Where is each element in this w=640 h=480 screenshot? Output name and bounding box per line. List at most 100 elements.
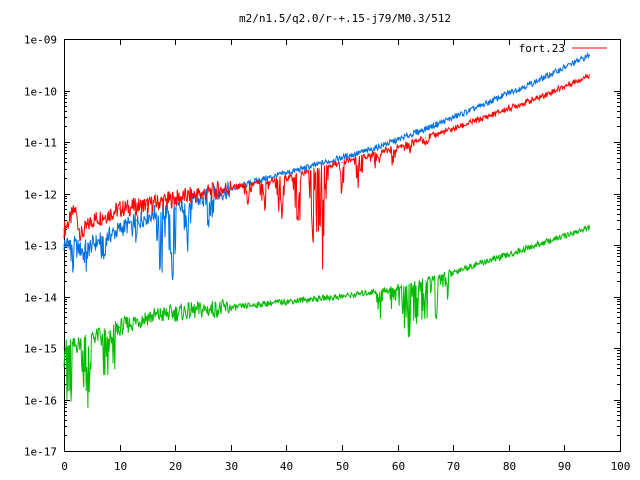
series-point xyxy=(369,154,371,156)
series-point xyxy=(63,347,65,349)
series-point xyxy=(80,249,82,251)
y-tick-label: 1e-17 xyxy=(24,446,57,459)
series-point xyxy=(285,172,287,174)
series-point xyxy=(146,204,148,206)
series-point xyxy=(452,116,454,118)
series-point xyxy=(563,235,566,237)
series-point xyxy=(341,156,343,159)
series-point xyxy=(369,291,371,293)
series-point xyxy=(119,326,121,329)
series-point xyxy=(80,235,82,237)
series-point xyxy=(174,312,176,314)
y-tick-label: 1e-13 xyxy=(24,240,57,253)
series-line xyxy=(63,51,590,281)
series-point xyxy=(258,182,260,184)
legend: fort.23 xyxy=(519,42,607,55)
series-point xyxy=(341,295,343,298)
y-tick-label: 1e-09 xyxy=(24,34,57,47)
series-point xyxy=(397,286,399,288)
series-point xyxy=(119,208,121,210)
series-point xyxy=(480,118,482,120)
series-point xyxy=(63,228,65,231)
series-point xyxy=(508,107,510,109)
series-point xyxy=(563,66,566,69)
series-point xyxy=(397,139,399,141)
series-point xyxy=(152,213,154,215)
plot-frame xyxy=(64,39,621,452)
series-point xyxy=(258,303,260,306)
series-point xyxy=(69,240,71,242)
series-point xyxy=(588,74,591,76)
x-tick-label: 90 xyxy=(558,460,571,473)
series-point xyxy=(424,137,426,139)
x-tick-label: 0 xyxy=(61,460,68,473)
y-tick-label: 1e-14 xyxy=(24,292,57,305)
series-point xyxy=(174,197,176,200)
series-point xyxy=(202,309,204,311)
y-tick-label: 1e-11 xyxy=(24,137,57,150)
series-point xyxy=(107,331,110,334)
series-line xyxy=(63,225,590,408)
y-tick-label: 1e-10 xyxy=(24,86,57,99)
series-point xyxy=(424,280,426,282)
series-point xyxy=(135,219,137,221)
series-point xyxy=(91,336,93,339)
x-tick-label: 50 xyxy=(336,460,349,473)
y-tick-label: 1e-16 xyxy=(24,395,57,408)
y-axis: 1e-17 1e-16 1e-15 1e-14 1e-13 1e-12 1e-11 1e-10… xyxy=(24,34,620,459)
series-point xyxy=(313,169,315,172)
series-point xyxy=(536,80,538,82)
x-tick-label: 10 xyxy=(114,460,127,473)
x-tick-label: 70 xyxy=(447,460,460,473)
series-line xyxy=(63,73,590,270)
series-point xyxy=(74,208,76,210)
series-point xyxy=(313,164,315,167)
series-point xyxy=(202,197,204,200)
series-point xyxy=(285,300,287,303)
series-point xyxy=(74,345,76,347)
series-point xyxy=(107,213,110,215)
series-point xyxy=(119,228,121,231)
series-point xyxy=(563,85,566,87)
series-point xyxy=(536,97,538,100)
series-2 xyxy=(63,225,591,408)
series-point xyxy=(452,128,454,130)
series-point xyxy=(230,188,232,190)
series-point xyxy=(480,105,482,107)
series-point xyxy=(452,271,454,273)
series-point xyxy=(397,146,399,148)
x-axis: 0 10 20 30 40 50 60 70 80 90 100 xyxy=(61,39,630,473)
series-point xyxy=(508,254,510,256)
y-tick-label: 1e-15 xyxy=(24,343,57,356)
series-point xyxy=(508,92,510,94)
series-point xyxy=(146,316,148,318)
series-point xyxy=(107,235,110,237)
series-point xyxy=(63,244,65,246)
series-point xyxy=(369,149,371,151)
series-layer xyxy=(63,51,591,408)
series-point xyxy=(480,262,482,264)
y-tick-label: 1e-12 xyxy=(24,189,57,202)
series-point xyxy=(69,219,71,221)
chart-title: m2/n1.5/q2.0/r-+.15-j79/M0.3/512 xyxy=(239,12,451,25)
series-point xyxy=(230,307,232,309)
x-tick-label: 30 xyxy=(225,460,238,473)
x-tick-label: 20 xyxy=(169,460,182,473)
series-point xyxy=(91,219,93,221)
series-point xyxy=(91,244,93,246)
series-point xyxy=(174,208,176,210)
series-point xyxy=(313,298,315,300)
series-point xyxy=(424,128,426,130)
series-point xyxy=(230,187,232,189)
legend-label: fort.23 xyxy=(519,42,565,55)
x-tick-label: 60 xyxy=(392,460,405,473)
series-point xyxy=(202,192,204,195)
x-tick-label: 100 xyxy=(611,460,631,473)
series-point xyxy=(588,54,591,57)
series-point xyxy=(536,244,538,246)
x-tick-label: 80 xyxy=(503,460,516,473)
series-point xyxy=(341,161,343,164)
series-point xyxy=(285,177,287,179)
x-tick-label: 40 xyxy=(280,460,293,473)
